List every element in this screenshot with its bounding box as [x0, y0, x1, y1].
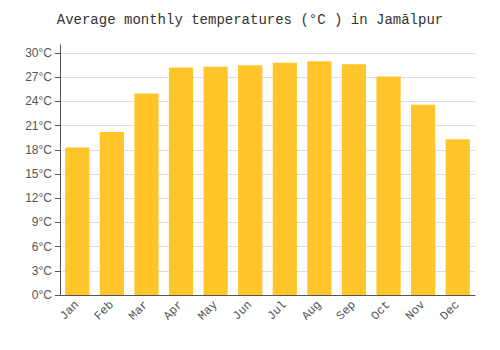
svg-text:Oct: Oct [368, 298, 393, 323]
svg-text:15°C: 15°C [25, 167, 52, 181]
svg-text:27°C: 27°C [25, 70, 52, 84]
svg-text:Mar: Mar [126, 298, 151, 323]
svg-text:6°C: 6°C [32, 240, 52, 254]
svg-text:Sep: Sep [334, 298, 359, 323]
svg-text:Dec: Dec [438, 298, 463, 323]
svg-text:Apr: Apr [161, 298, 186, 323]
svg-text:3°C: 3°C [32, 264, 52, 278]
svg-text:24°C: 24°C [25, 94, 52, 108]
svg-text:May: May [195, 298, 220, 323]
svg-text:12°C: 12°C [25, 191, 52, 205]
svg-text:Nov: Nov [403, 298, 428, 323]
svg-text:Jul: Jul [265, 298, 290, 323]
svg-text:9°C: 9°C [32, 215, 52, 229]
svg-text:18°C: 18°C [25, 143, 52, 157]
svg-text:21°C: 21°C [25, 119, 52, 133]
svg-text:Average monthly temperatures (: Average monthly temperatures (°C ) in Ja… [57, 12, 443, 28]
svg-text:Aug: Aug [299, 298, 324, 323]
svg-text:0°C: 0°C [32, 288, 52, 302]
svg-text:Jun: Jun [230, 298, 255, 323]
svg-text:Feb: Feb [92, 298, 117, 323]
svg-text:Jan: Jan [57, 298, 82, 323]
svg-text:30°C: 30°C [25, 46, 52, 60]
